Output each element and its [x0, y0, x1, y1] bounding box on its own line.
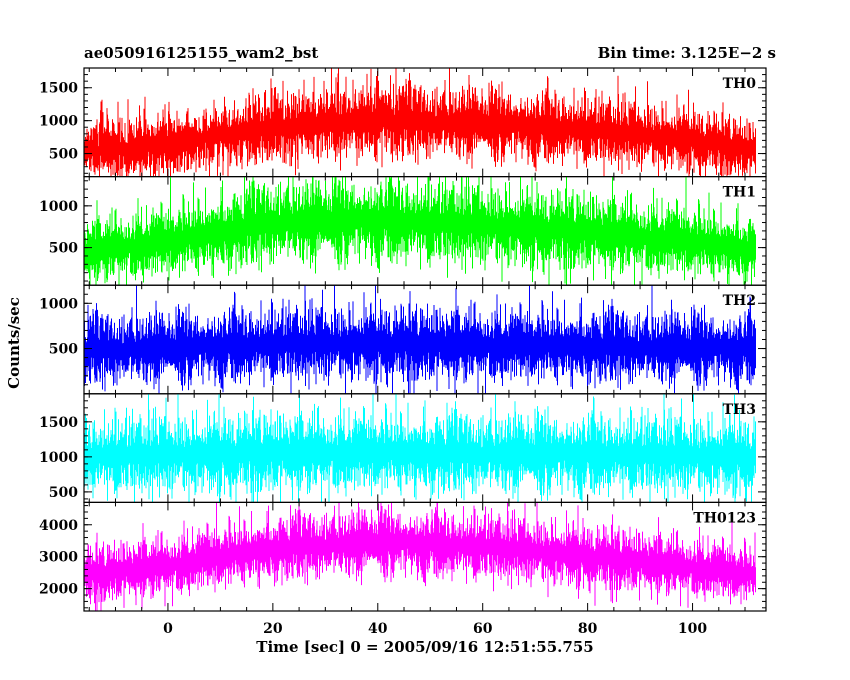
series-th1 [84, 176, 756, 286]
bin-time-label: Bin time: 3.125E−2 s [597, 44, 776, 62]
chart-title: ae050916125155_wam2_bst [84, 44, 319, 62]
panel-th3: 500 1000 1500 TH3 [39, 393, 767, 503]
y-tick-label: 500 [49, 241, 78, 257]
y-tick-label: 1000 [39, 114, 78, 130]
x-tick-label: 80 [578, 621, 598, 637]
x-tick-label: 0 [163, 621, 173, 637]
panel-label-th3: TH3 [723, 402, 756, 418]
y-axis-label: Counts/sec [5, 297, 23, 389]
y-tick-label: 1500 [39, 81, 78, 97]
panel-th0: 500 1000 1500 TH0 [39, 67, 767, 178]
x-tick-label: 60 [473, 621, 493, 637]
x-axis-label: Time [sec] 0 = 2005/09/16 12:51:55.755 [256, 638, 594, 656]
y-tick-label: 2000 [39, 582, 78, 598]
y-tick-label: 3000 [39, 550, 78, 566]
series-th0 [84, 68, 756, 177]
panel-th2: 500 1000 TH2 [39, 284, 767, 395]
y-tick-label: 1000 [39, 296, 78, 312]
y-tick-label: 500 [49, 485, 78, 501]
series-th2 [84, 285, 756, 394]
panel-label-th1: TH1 [723, 185, 756, 201]
series-th0123 [84, 502, 756, 611]
panel-th0123: 2000 3000 4000 TH0123 [39, 501, 767, 612]
y-tick-label: 1000 [39, 199, 78, 215]
panel-label-th2: TH2 [723, 293, 756, 309]
y-tick-label: 4000 [39, 518, 78, 534]
y-tick-label: 1000 [39, 450, 78, 466]
y-tick-label: 500 [49, 147, 78, 163]
x-tick-label: 40 [368, 621, 388, 637]
y-tick-label: 1500 [39, 415, 78, 431]
series-th3 [84, 393, 756, 503]
panel-label-th0: TH0 [723, 76, 757, 92]
x-tick-label: 20 [263, 621, 283, 637]
x-tick-label: 100 [678, 621, 707, 637]
panel-th1: 500 1000 TH1 [39, 176, 767, 286]
y-tick-label: 500 [49, 342, 78, 358]
panel-label-th0123: TH0123 [693, 510, 756, 526]
